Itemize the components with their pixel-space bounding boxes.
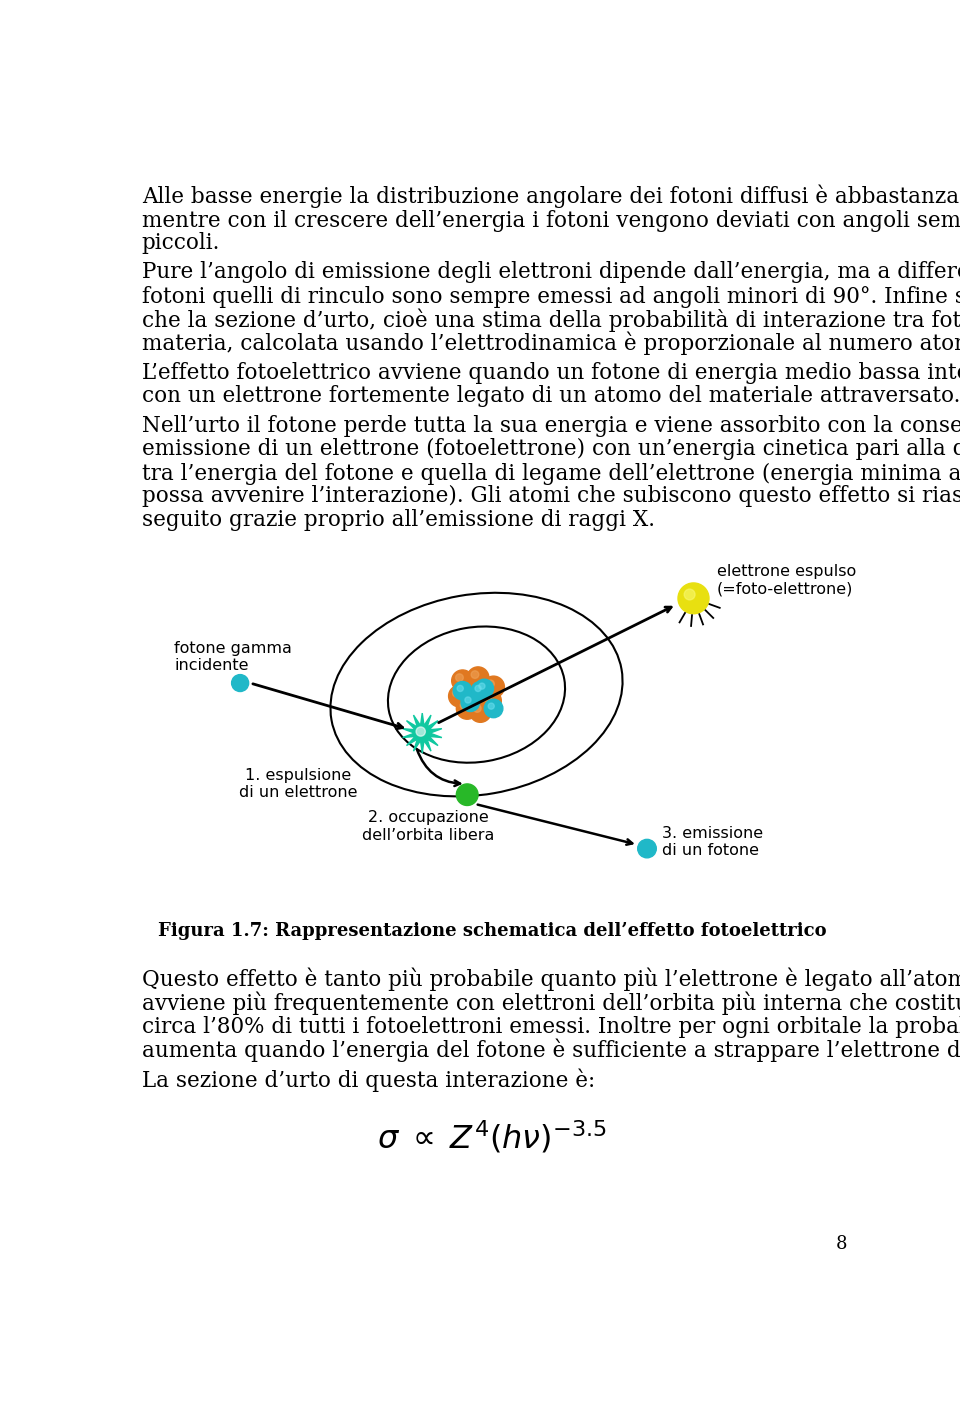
Circle shape [456,784,478,805]
Circle shape [466,691,473,700]
Circle shape [452,670,473,691]
Circle shape [465,697,471,703]
Text: fotoni quelli di rinculo sono sempre emessi ad angoli minori di 90°. Infine si p: fotoni quelli di rinculo sono sempre eme… [142,285,960,308]
Circle shape [483,675,504,698]
Text: piccoli.: piccoli. [142,232,220,254]
Circle shape [479,683,485,690]
Text: Alle basse energie la distribuzione angolare dei fotoni diffusi è abbastanza iso: Alle basse energie la distribuzione ango… [142,185,960,208]
Circle shape [453,681,472,700]
Circle shape [456,674,464,681]
Text: 1. espulsione
di un elettrone: 1. espulsione di un elettrone [239,768,357,801]
Text: 2. occupazione
dell’orbita libera: 2. occupazione dell’orbita libera [362,809,494,842]
Circle shape [484,694,492,701]
Text: 8: 8 [835,1235,847,1253]
Circle shape [475,680,493,698]
Text: Nell’urto il fotone perde tutta la sua energia e viene assorbito con la consegue: Nell’urto il fotone perde tutta la sua e… [142,415,960,436]
Text: possa avvenire l’interazione). Gli atomi che subiscono questo effetto si riasses: possa avvenire l’interazione). Gli atomi… [142,485,960,507]
Circle shape [468,667,489,688]
Circle shape [678,583,709,614]
Text: circa l’80% di tutti i fotoelettroni emessi. Inoltre per ogni orbitale la probab: circa l’80% di tutti i fotoelettroni eme… [142,1015,960,1037]
Text: aumenta quando l’energia del fotone è sufficiente a strappare l’elettrone dall’a: aumenta quando l’energia del fotone è su… [142,1039,960,1062]
Circle shape [457,685,464,691]
Text: fotone gamma
incidente: fotone gamma incidente [175,641,292,673]
Text: seguito grazie proprio all’emissione di raggi X.: seguito grazie proprio all’emissione di … [142,509,655,530]
Circle shape [484,700,503,718]
Circle shape [480,690,501,711]
Text: L’effetto fotoelettrico avviene quando un fotone di energia medio bassa interagi: L’effetto fotoelettrico avviene quando u… [142,362,960,383]
Circle shape [488,703,494,710]
Circle shape [460,701,468,710]
Text: che la sezione d’urto, cioè una stima della probabilità di interazione tra foton: che la sezione d’urto, cioè una stima de… [142,308,960,332]
Text: emissione di un elettrone (fotoelettrone) con un’energia cinetica pari alla diff: emissione di un elettrone (fotoelettrone… [142,439,960,460]
Text: Questo effetto è tanto più probabile quanto più l’elettrone è legato all’atomo, : Questo effetto è tanto più probabile qua… [142,968,960,992]
Circle shape [475,685,481,691]
Text: elettrone espulso
(=foto-elettrone): elettrone espulso (=foto-elettrone) [717,564,856,596]
Circle shape [684,589,695,600]
Text: $\sigma \; \propto \; Z^4(h\nu)^{-3.5}$: $\sigma \; \propto \; Z^4(h\nu)^{-3.5}$ [377,1119,607,1156]
Circle shape [487,680,494,688]
Text: La sezione d’urto di questa interazione è:: La sezione d’urto di questa interazione … [142,1069,595,1092]
Circle shape [471,681,490,700]
Text: materia, calcolata usando l’elettrodinamica è proporzionale al numero atomico (Z: materia, calcolata usando l’elettrodinam… [142,332,960,355]
Circle shape [452,690,460,697]
Text: mentre con il crescere dell’energia i fotoni vengono deviati con angoli sempre p: mentre con il crescere dell’energia i fo… [142,208,960,232]
Circle shape [448,685,470,707]
Text: Figura 1.7: Rappresentazione schematica dell’effetto fotoelettrico: Figura 1.7: Rappresentazione schematica … [157,922,827,939]
Circle shape [231,674,249,691]
Text: Pure l’angolo di emissione degli elettroni dipende dall’energia, ma a differenza: Pure l’angolo di emissione degli elettro… [142,261,960,284]
Circle shape [473,704,481,712]
Circle shape [471,671,479,678]
Text: tra l’energia del fotone e quella di legame dell’elettrone (energia minima affin: tra l’energia del fotone e quella di leg… [142,462,960,484]
Circle shape [637,839,657,858]
Circle shape [416,727,425,737]
Circle shape [469,701,492,722]
Text: con un elettrone fortemente legato di un atomo del materiale attraversato.: con un elettrone fortemente legato di un… [142,385,960,408]
Circle shape [462,688,484,710]
Polygon shape [402,712,442,754]
Circle shape [461,693,480,711]
Circle shape [456,698,478,720]
Text: 3. emissione
di un fotone: 3. emissione di un fotone [662,825,763,858]
Text: avviene più frequentemente con elettroni dell’orbita più interna che costituisco: avviene più frequentemente con elettroni… [142,992,960,1015]
